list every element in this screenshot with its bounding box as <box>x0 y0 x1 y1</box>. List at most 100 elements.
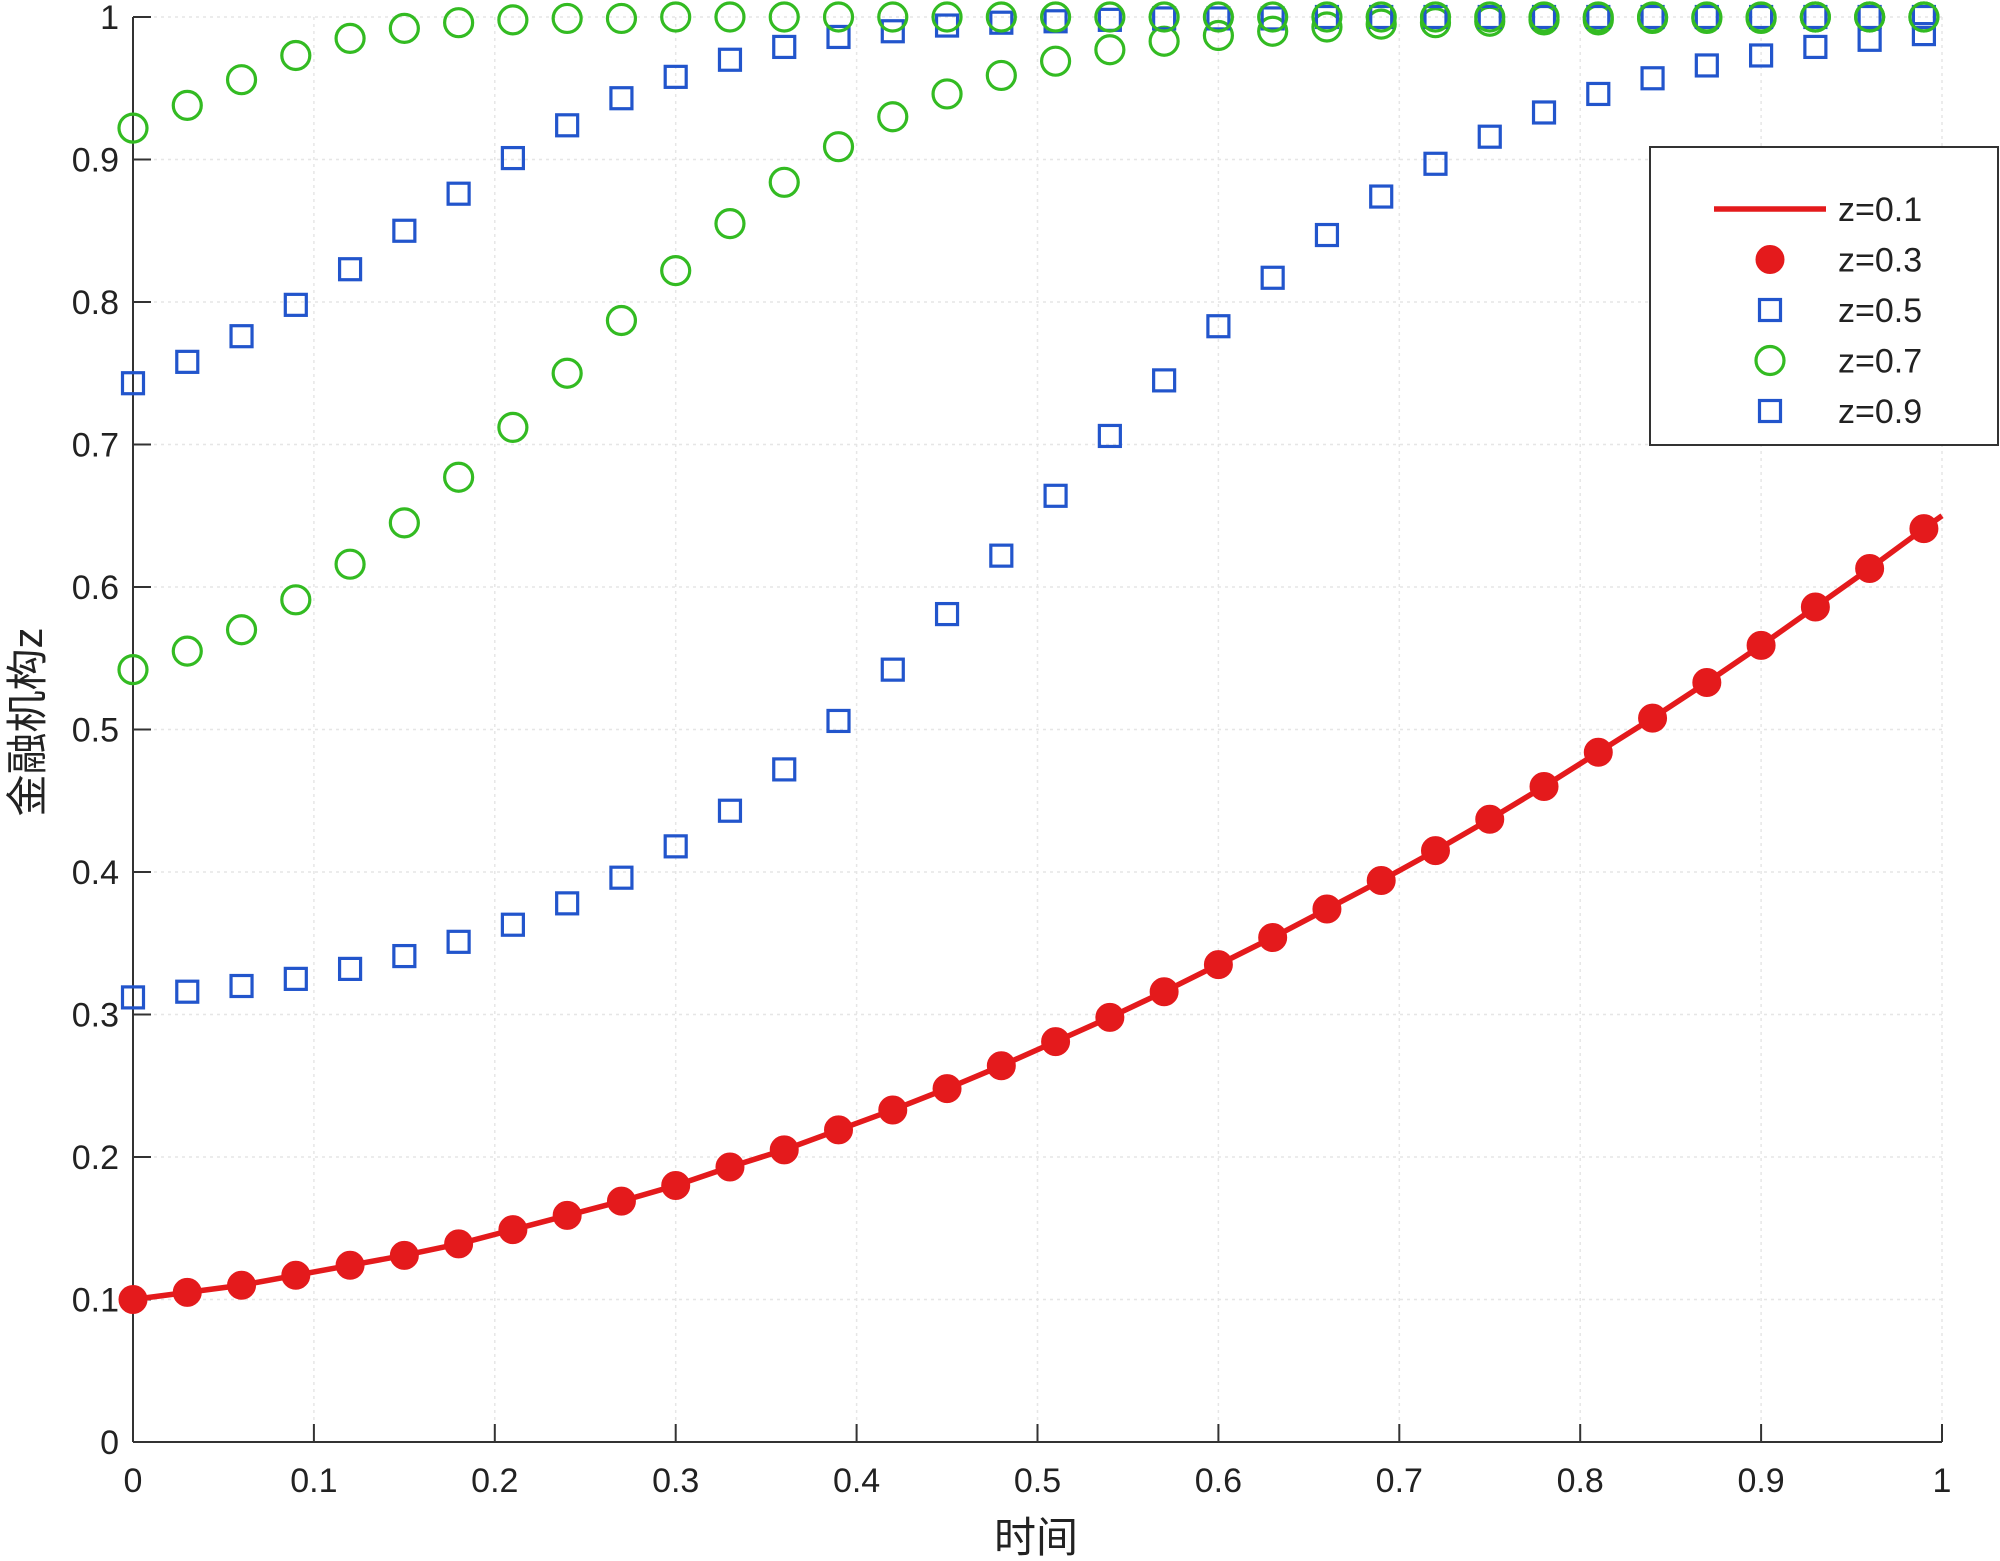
data-point <box>443 461 475 493</box>
data-point <box>172 1277 202 1307</box>
data-point <box>1202 1 1235 33</box>
data-point <box>1365 1 1397 33</box>
data-point <box>934 601 960 627</box>
x-tick-label: 0.9 <box>1737 1462 1784 1500</box>
data-point <box>555 113 580 138</box>
data-point <box>1420 836 1450 866</box>
data-point <box>931 1 963 33</box>
y-tick-label: 0.8 <box>72 284 119 322</box>
data-point <box>1799 1 1831 33</box>
legend-label: z=0.5 <box>1838 292 1922 330</box>
data-point <box>225 64 258 96</box>
data-point <box>822 131 855 163</box>
data-point <box>225 614 258 646</box>
y-tick-label: 0.3 <box>72 997 119 1035</box>
data-point <box>880 657 905 682</box>
data-point <box>931 78 963 110</box>
data-point <box>1911 4 1937 30</box>
data-point <box>498 1215 528 1245</box>
data-point <box>555 891 580 916</box>
data-point <box>660 1 692 33</box>
data-point <box>1745 1 1777 33</box>
data-point <box>1041 1027 1071 1057</box>
data-point <box>1582 1 1614 33</box>
data-point <box>1257 1 1289 33</box>
data-point <box>663 64 688 89</box>
data-point <box>1311 1 1343 33</box>
data-point <box>1257 15 1289 47</box>
data-point <box>281 1260 311 1290</box>
data-point <box>1039 1 1072 33</box>
legend-swatch <box>1757 398 1783 424</box>
y-tick-label: 0.5 <box>72 712 119 750</box>
data-point <box>1369 184 1394 209</box>
data-point <box>772 757 797 782</box>
data-point <box>1586 81 1611 107</box>
data-point <box>1423 151 1448 176</box>
data-point <box>443 7 475 39</box>
data-point <box>335 1250 365 1280</box>
data-point <box>392 218 417 243</box>
data-point <box>171 635 203 667</box>
data-point <box>337 257 363 282</box>
data-point <box>1149 977 1179 1007</box>
data-point <box>1694 53 1719 78</box>
axes: 0 0.1 0.2 0.3 0.4 0.5 0.6 0.7 0.8 0.9 1 0 0.1 0.2 0.3 0… <box>72 0 1952 1500</box>
data-point <box>605 304 638 337</box>
data-point <box>932 1074 962 1104</box>
data-point <box>551 357 583 389</box>
data-point <box>280 39 312 72</box>
data-point <box>1908 1 1940 33</box>
data-point <box>1097 423 1122 449</box>
legend-box <box>1649 146 1999 446</box>
data-point <box>609 865 634 890</box>
data-point <box>229 973 254 999</box>
data-point <box>1586 4 1611 30</box>
y-tick-label: 0.9 <box>72 142 119 180</box>
y-tick-label: 0.1 <box>72 1282 119 1320</box>
data-point <box>1803 4 1828 30</box>
y-tick-label: 0.6 <box>72 569 119 607</box>
data-point <box>606 1186 636 1216</box>
data-point <box>500 145 525 171</box>
data-point <box>989 10 1014 35</box>
data-point <box>715 1152 745 1182</box>
data-point <box>768 1 800 33</box>
data-point <box>1475 804 1505 834</box>
legend-swatch <box>1755 245 1785 274</box>
data-point <box>1203 950 1233 980</box>
y-tick-label: 0 <box>100 1424 119 1462</box>
series-5 <box>117 1 1940 144</box>
data-point <box>717 47 743 72</box>
x-tick-label: 0 <box>124 1462 143 1500</box>
data-point <box>552 1200 582 1230</box>
data-point <box>446 929 471 954</box>
data-point <box>1314 222 1340 248</box>
data-point <box>1152 6 1177 31</box>
y-tick-label: 1 <box>100 0 119 37</box>
data-point <box>768 166 800 198</box>
x-tick-label: 0.1 <box>290 1462 337 1500</box>
data-point <box>880 19 905 44</box>
data-point <box>989 543 1014 568</box>
data-point <box>1152 368 1177 393</box>
x-tick-label: 0.4 <box>833 1462 880 1500</box>
data-point <box>227 1270 257 1300</box>
data-point <box>175 349 200 374</box>
data-point <box>334 548 366 580</box>
series-4 <box>120 4 1937 396</box>
data-point <box>1202 19 1235 52</box>
data-point <box>1477 4 1502 30</box>
data-point <box>175 979 200 1004</box>
data-point <box>877 1 909 33</box>
legend-label: z=0.7 <box>1838 343 1922 381</box>
data-point <box>1311 11 1343 43</box>
data-point <box>826 708 851 734</box>
data-point <box>1094 1 1126 33</box>
y-axis-label: 金融机构z <box>4 627 51 816</box>
data-point <box>337 956 363 982</box>
legend-swatch <box>1754 344 1786 377</box>
x-tick-label: 0.6 <box>1195 1462 1242 1500</box>
data-point <box>1365 8 1397 40</box>
data-point <box>1857 27 1882 52</box>
